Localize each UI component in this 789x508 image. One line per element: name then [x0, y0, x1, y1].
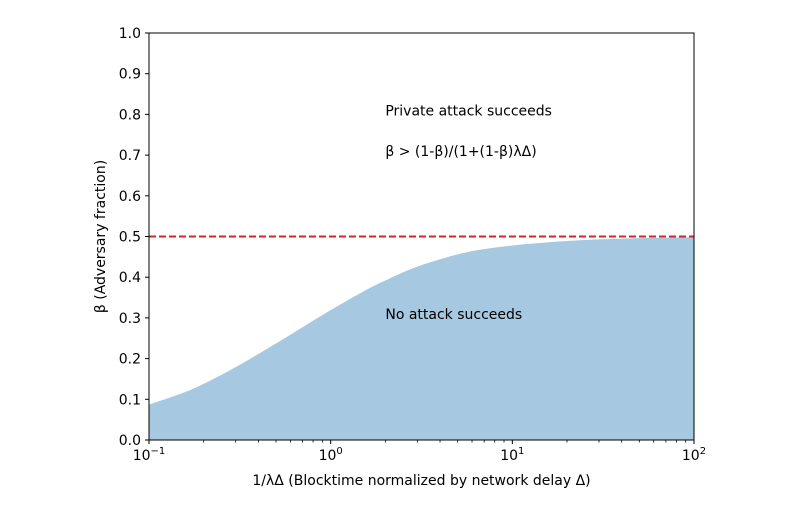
- y-tick-label: 0.9: [119, 67, 141, 83]
- y-tick-label: 0.7: [119, 148, 141, 164]
- y-tick-label: 0.1: [119, 392, 141, 408]
- y-tick-label: 0.3: [119, 311, 141, 327]
- x-tick-label: 10−1: [133, 446, 166, 464]
- annotation-text: β > (1-β)/(1+(1-β)λΔ): [385, 144, 536, 160]
- annotation-text: Private attack succeeds: [385, 103, 552, 119]
- y-tick-label: 0.0: [119, 433, 141, 449]
- y-tick-label: 0.8: [119, 107, 141, 123]
- x-tick-label: 100: [319, 446, 343, 464]
- y-axis-label: β (Adversary fraction): [93, 160, 109, 313]
- y-tick-label: 0.6: [119, 189, 141, 205]
- y-tick-label: 0.4: [119, 270, 141, 286]
- x-tick-label: 101: [500, 446, 524, 464]
- y-tick-label: 1.0: [119, 26, 141, 42]
- annotation-text: No attack succeeds: [385, 307, 522, 323]
- x-tick-label: 102: [682, 446, 706, 464]
- y-tick-label: 0.5: [119, 230, 141, 246]
- area-region: [149, 237, 694, 440]
- y-tick-label: 0.2: [119, 352, 141, 368]
- x-axis-label: 1/λΔ (Blocktime normalized by network de…: [252, 473, 590, 489]
